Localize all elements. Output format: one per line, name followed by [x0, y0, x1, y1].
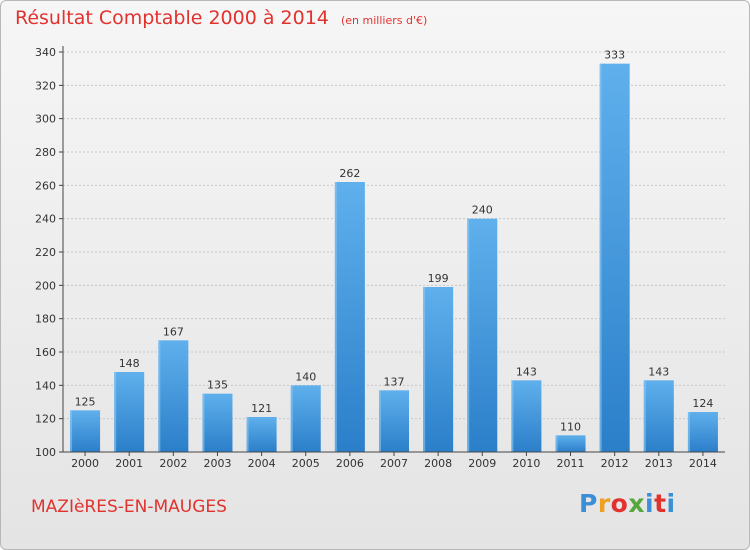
y-tick-label: 240: [35, 213, 56, 226]
bar-2012: [599, 63, 630, 453]
bar-highlight: [599, 63, 602, 453]
value-label: 143: [648, 365, 669, 378]
y-tick-label: 280: [35, 146, 56, 159]
y-tick-label: 220: [35, 246, 56, 259]
logo-letter: x: [628, 489, 645, 518]
value-label: 333: [604, 49, 625, 62]
y-tick-label: 260: [35, 179, 56, 192]
chart-title: Résultat Comptable 2000 à 2014: [15, 7, 329, 29]
bar-highlight: [334, 182, 337, 452]
town-name: MAZIèRES-EN-MAUGES: [31, 497, 227, 517]
value-label: 240: [472, 204, 493, 217]
bar-highlight: [290, 385, 293, 452]
x-tick-label: 2010: [512, 457, 540, 470]
bar-highlight: [158, 340, 161, 452]
logo-letter: i: [666, 489, 676, 518]
bar-2004: [246, 417, 277, 452]
y-tick-label: 300: [35, 113, 56, 126]
logo-letter: P: [579, 489, 598, 518]
bar-2000: [70, 410, 101, 452]
bar-highlight: [467, 218, 470, 452]
bar-2010: [511, 380, 542, 452]
logo-letter: i: [645, 489, 655, 518]
bar-highlight: [511, 380, 514, 452]
bar-2005: [290, 385, 321, 452]
value-label: 143: [516, 365, 537, 378]
chart-subtitle: (en milliers d'€): [341, 14, 428, 27]
logo-letter: t: [654, 489, 667, 518]
x-tick-label: 2007: [380, 457, 408, 470]
axis-layer: 100 120 140 160 180 200 220 240 260 280 300 320 340: [35, 46, 725, 459]
bar-highlight: [202, 393, 205, 452]
value-label: 125: [75, 395, 96, 408]
bar-2007: [378, 390, 410, 452]
bar-2002: [158, 340, 189, 452]
value-label: 124: [692, 397, 713, 410]
bar-2013: [643, 380, 674, 452]
y-tick-label: 180: [35, 313, 56, 326]
x-tick-label: 2002: [159, 457, 187, 470]
x-tick-label: 2011: [557, 457, 585, 470]
bar-highlight: [423, 287, 426, 452]
x-tick-label: 2013: [645, 457, 673, 470]
bar-2006: [334, 182, 365, 452]
bar-2014: [687, 412, 718, 452]
proxiti-logo: Proxiti: [579, 489, 676, 518]
bar-highlight: [378, 390, 381, 452]
y-tick-label: 120: [35, 413, 56, 426]
bar-highlight: [643, 380, 646, 452]
x-tick-label: 2003: [203, 457, 231, 470]
bar-2009: [467, 218, 498, 452]
value-label: 148: [119, 357, 140, 370]
y-tick-label: 100: [35, 446, 56, 459]
y-tick-label: 140: [35, 379, 56, 392]
logo-letter: r: [597, 489, 611, 518]
bar-highlight: [246, 417, 249, 452]
bar-layer: [70, 63, 718, 453]
x-tick-label: 2006: [336, 457, 364, 470]
y-tick-label: 340: [35, 46, 56, 59]
label-layer: 125 2000 148 2001 167 2002 135 2003 121 2004 140 20…: [71, 49, 717, 470]
value-label: 121: [251, 402, 272, 415]
value-label: 135: [207, 379, 228, 392]
value-label: 140: [295, 370, 316, 383]
bar-2001: [114, 372, 145, 452]
bar-highlight: [555, 435, 558, 452]
x-tick-label: 2004: [248, 457, 276, 470]
bar-highlight: [114, 372, 117, 452]
x-tick-label: 2009: [468, 457, 496, 470]
value-label: 199: [428, 272, 449, 285]
x-tick-label: 2008: [424, 457, 452, 470]
bar-2003: [202, 393, 233, 452]
bar-2011: [555, 435, 586, 452]
y-tick-label: 200: [35, 279, 56, 292]
y-tick-label: 320: [35, 79, 56, 92]
x-tick-label: 2005: [292, 457, 320, 470]
value-label: 262: [339, 167, 360, 180]
value-label: 167: [163, 325, 184, 338]
y-tick-label: 160: [35, 346, 56, 359]
bar-highlight: [70, 410, 73, 452]
x-tick-label: 2001: [115, 457, 143, 470]
x-tick-label: 2000: [71, 457, 99, 470]
bar-2008: [423, 287, 454, 452]
bar-highlight: [687, 412, 690, 452]
value-label: 110: [560, 420, 581, 433]
logo-letter: o: [610, 489, 629, 518]
x-tick-label: 2014: [689, 457, 717, 470]
x-tick-label: 2012: [601, 457, 629, 470]
value-label: 137: [384, 375, 405, 388]
